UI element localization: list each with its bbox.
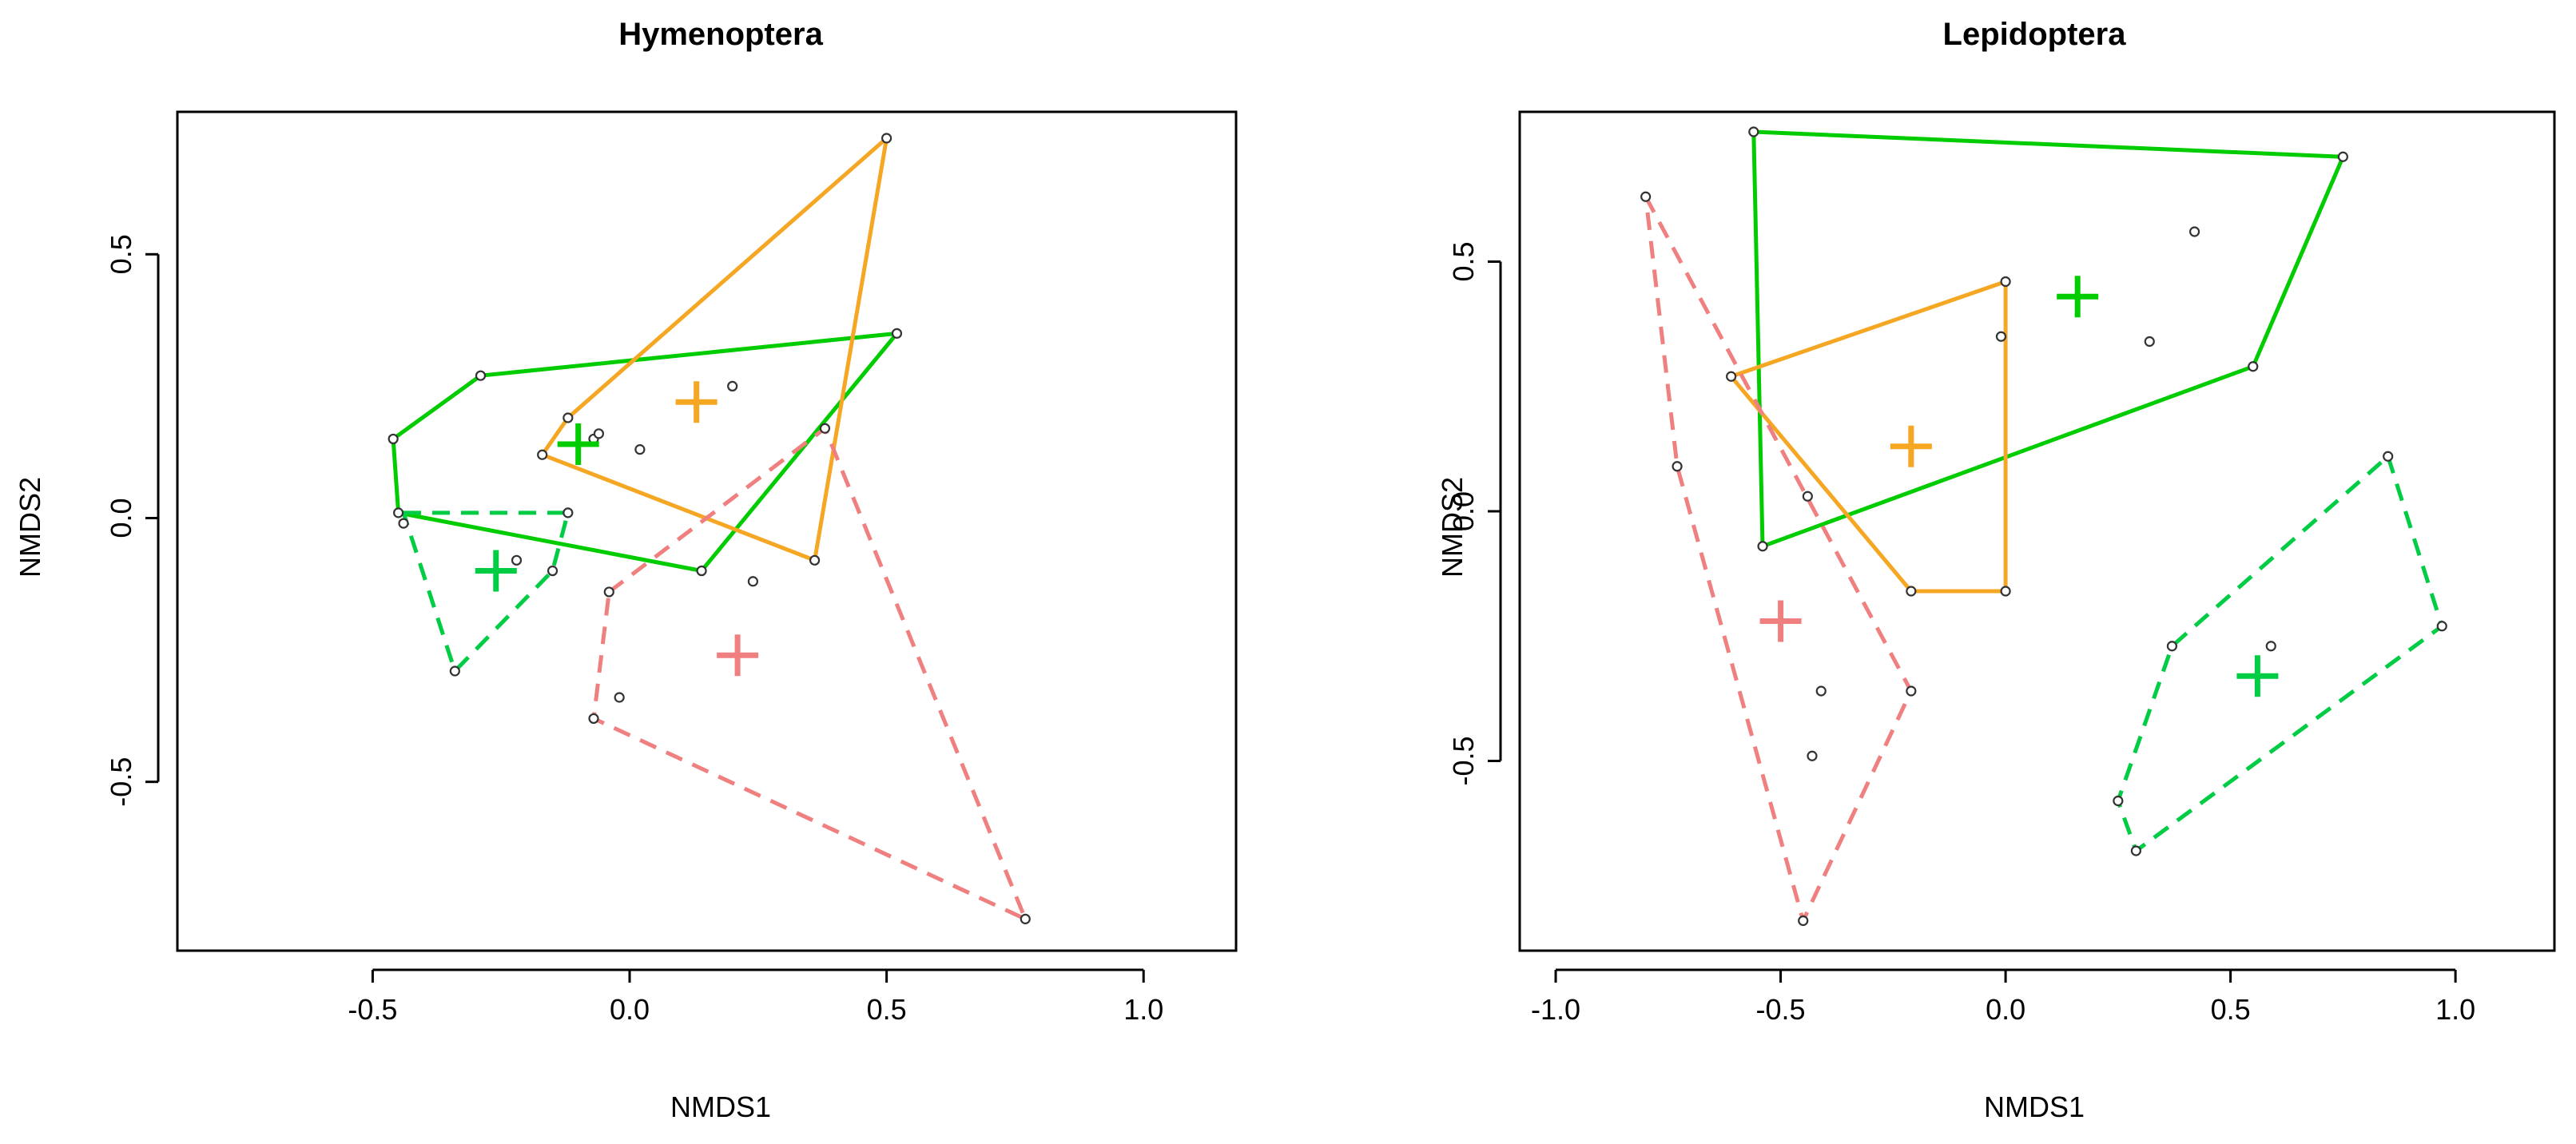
hull-dashed	[591, 426, 1028, 921]
x-tick-label: -0.5	[348, 993, 397, 1026]
data-point	[634, 444, 646, 455]
data-point	[2436, 621, 2447, 632]
x-tick-label: 0.0	[610, 993, 650, 1026]
data-point	[2144, 336, 2155, 348]
data-point	[547, 565, 559, 577]
data-point	[1807, 750, 1818, 761]
y-tick-label: 0.5	[105, 234, 137, 274]
x-tick-label: -0.5	[1756, 993, 1806, 1026]
data-point	[2188, 226, 2200, 237]
hull-dashed	[1644, 194, 1914, 923]
data-point	[747, 576, 758, 587]
centroid-marker	[1890, 425, 1932, 467]
data-point	[2130, 845, 2141, 856]
lepidoptera-panel: Lepidoptera NMDS1 NMDS2 -1.0 -0.5 0.0 0.5 1.…	[1436, 17, 2556, 1123]
x-axis-label: NMDS1	[670, 1090, 771, 1123]
data-point	[2000, 586, 2011, 597]
hull-dashed	[2116, 454, 2444, 853]
data-point	[1906, 685, 1917, 697]
y-axis-label: NMDS2	[1436, 477, 1469, 578]
data-point	[2113, 795, 2124, 807]
y-tick-label: 0.0	[1447, 491, 1480, 531]
data-point	[1020, 913, 1031, 924]
data-point	[819, 423, 831, 434]
centroid-marker	[717, 634, 759, 677]
data-point	[809, 554, 821, 566]
data-point	[1726, 371, 1737, 382]
data-point	[696, 565, 707, 577]
data-point	[511, 554, 523, 566]
data-point	[1757, 541, 1768, 552]
x-tick-label: 0.0	[1986, 993, 2025, 1026]
centroid-marker	[675, 381, 718, 423]
data-point	[727, 380, 738, 391]
centroid-marker	[2236, 655, 2279, 697]
x-tick-label: -1.0	[1531, 993, 1580, 1026]
data-point	[475, 370, 487, 381]
data-point	[563, 507, 574, 518]
data-point	[1802, 491, 1813, 502]
chart-title: Lepidoptera	[1943, 17, 2127, 52]
y-tick-label: -0.5	[105, 757, 137, 807]
data-point	[2000, 276, 2011, 288]
data-point	[2383, 451, 2394, 462]
centroid-marker	[557, 423, 599, 466]
centroid-marker	[1759, 600, 1802, 642]
y-axis-label: NMDS2	[14, 477, 46, 578]
plot-frame	[1518, 110, 2556, 952]
data-point	[588, 713, 599, 725]
data-point	[614, 692, 625, 703]
data-point	[537, 449, 548, 460]
centroid-marker	[2057, 276, 2099, 318]
data-point	[891, 328, 903, 339]
x-tick-label: 1.0	[1123, 993, 1163, 1026]
hymenoptera-panel: Hymenoptera NMDS1 NMDS2 -0.5 0.0 0.5 1.0 -0.…	[14, 17, 1238, 1123]
chart-title: Hymenoptera	[618, 17, 823, 52]
data-point	[1672, 461, 1683, 472]
data-point	[563, 412, 574, 423]
data-point	[1640, 191, 1652, 202]
data-point	[1906, 586, 1917, 597]
x-tick-label: 0.5	[2211, 993, 2251, 1026]
y-tick-label: 0.5	[1447, 241, 1480, 281]
data-point	[392, 507, 404, 518]
hull-solid	[391, 331, 899, 573]
x-tick-label: 1.0	[2435, 993, 2475, 1026]
data-point	[449, 665, 460, 677]
data-point	[1798, 915, 1809, 927]
data-point	[603, 586, 614, 598]
x-axis-label: NMDS1	[1984, 1090, 2085, 1123]
plot-frame	[176, 110, 1238, 952]
data-point	[881, 133, 892, 144]
x-tick-label: 0.5	[867, 993, 907, 1026]
centroid-marker	[475, 550, 517, 592]
data-point	[2337, 151, 2348, 162]
y-tick-label: -0.5	[1447, 736, 1480, 785]
data-point	[2265, 641, 2276, 652]
data-point	[388, 433, 399, 445]
data-point	[398, 518, 409, 529]
data-point	[2166, 641, 2178, 652]
y-tick-label: 0.0	[105, 498, 137, 538]
data-point	[593, 428, 605, 439]
hull-dashed	[401, 510, 570, 673]
data-point	[1748, 126, 1759, 137]
data-point	[1995, 331, 2007, 342]
data-point	[2248, 361, 2259, 372]
hull-solid	[540, 136, 889, 562]
data-point	[1815, 685, 1827, 697]
